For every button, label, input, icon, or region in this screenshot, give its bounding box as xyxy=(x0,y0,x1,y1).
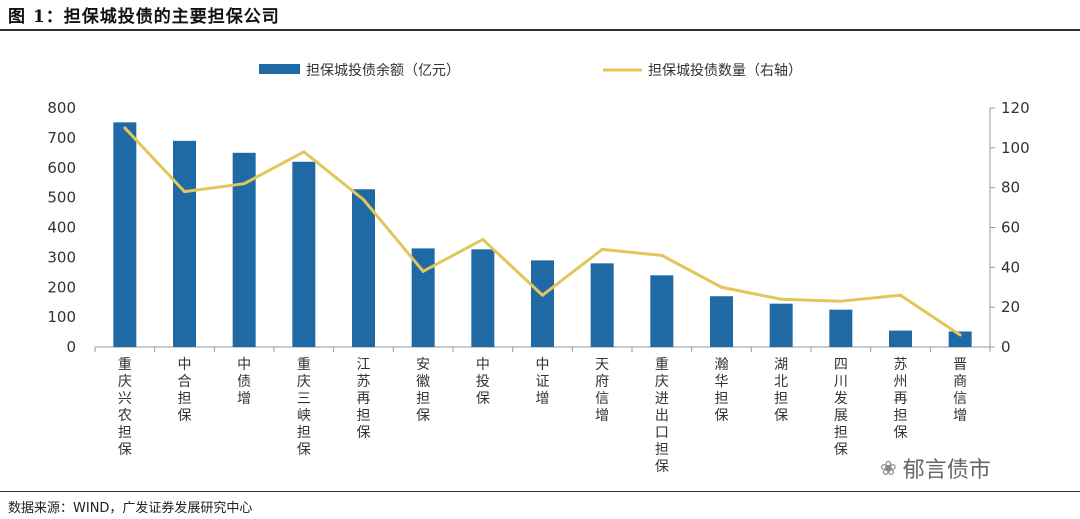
x-category-label: 湖北担保 xyxy=(774,357,788,424)
bar xyxy=(769,303,793,347)
bar xyxy=(173,140,196,347)
line-point xyxy=(302,150,306,154)
y-left-tick-label: 500 xyxy=(47,189,76,207)
watermark-text: 郁言债市 xyxy=(902,458,991,483)
line-point xyxy=(123,126,127,130)
y-left-tick-label: 300 xyxy=(47,248,76,266)
line-point xyxy=(541,293,544,297)
bar xyxy=(411,248,435,347)
x-category-label: 中债增 xyxy=(237,357,251,407)
watermark: ❀ 郁言债市 xyxy=(880,452,991,484)
y-left-tick-label: 200 xyxy=(47,278,76,296)
line-series xyxy=(123,126,962,337)
y-right-tick-label: 20 xyxy=(1001,298,1020,316)
bar xyxy=(531,260,554,347)
line-point xyxy=(183,190,186,194)
bar xyxy=(352,189,375,347)
line-point xyxy=(899,293,902,297)
line-point xyxy=(839,299,843,303)
footer-divider xyxy=(0,491,1080,492)
bar xyxy=(590,263,614,347)
bar xyxy=(471,249,495,347)
y-right-tick-label: 60 xyxy=(1001,219,1020,237)
title-divider xyxy=(0,29,1080,31)
line-point xyxy=(660,253,664,257)
x-category-label: 安徽担保 xyxy=(416,357,430,424)
x-category-label: 中证增 xyxy=(536,357,550,407)
bar xyxy=(650,275,674,347)
y-left-tick-label: 100 xyxy=(47,308,76,326)
chart-legend: 担保城投债余额（亿元） 担保城投债数量（右轴） xyxy=(259,62,802,79)
x-category-label: 重庆兴农担保 xyxy=(118,357,132,458)
y-right-tick-label: 80 xyxy=(1001,179,1020,197)
line-point xyxy=(421,269,425,273)
y-left-tick-label: 400 xyxy=(47,219,76,237)
x-category-label: 晋商信增 xyxy=(953,357,967,424)
bar xyxy=(948,331,972,347)
x-category-label: 苏州再担保 xyxy=(894,357,908,441)
bar xyxy=(889,330,912,347)
figure-title: 图 1：担保城投债的主要担保公司 xyxy=(8,7,280,27)
y-left-tick-label: 800 xyxy=(47,99,76,117)
bar xyxy=(710,296,733,347)
legend-line-label: 担保城投债数量（右轴） xyxy=(648,63,802,79)
x-category-label: 天府信增 xyxy=(595,357,609,424)
y-right-tick-label: 40 xyxy=(1001,258,1020,276)
y-right-tick-label: 120 xyxy=(1001,99,1030,117)
combo-chart: 担保城投债余额（亿元） 担保城投债数量（右轴） 01002003004005006… xyxy=(47,62,1029,475)
line-point xyxy=(958,333,962,337)
y-right-tick-label: 100 xyxy=(1001,139,1030,157)
line-point xyxy=(720,285,723,289)
x-category-label: 中合担保 xyxy=(178,357,192,424)
bar xyxy=(292,161,316,347)
line-point xyxy=(600,247,604,251)
bar xyxy=(113,122,137,347)
line-point xyxy=(481,237,485,241)
bar xyxy=(829,309,853,347)
x-category-label: 重庆进出口担保 xyxy=(655,357,669,475)
x-category-label: 中投保 xyxy=(476,357,490,407)
y-left-tick-label: 600 xyxy=(47,159,76,177)
wechat-icon: ❀ xyxy=(880,456,897,480)
line-point xyxy=(362,198,365,202)
x-category-label: 瀚华担保 xyxy=(715,357,729,424)
source-note: 数据来源：WIND，广发证券发展研究中心 xyxy=(8,501,253,516)
x-axis-labels: 重庆兴农担保 中合担保 中债增 重庆三峡担保 江苏再担保 安徽担保 中投保 中证增 天府信增 重庆… xyxy=(118,357,967,475)
legend-bar-swatch xyxy=(259,64,300,74)
line-point xyxy=(242,182,246,186)
bar xyxy=(232,152,256,347)
y-left-tick-label: 700 xyxy=(47,129,76,147)
x-category-label: 江苏再担保 xyxy=(357,357,371,441)
line-point xyxy=(779,297,783,301)
legend-bar-label: 担保城投债余额（亿元） xyxy=(306,62,460,79)
chart-axes: 0 100 200 300 400 500 600 700 800 0 20 40 60 80 100 120 xyxy=(47,99,1029,356)
bar-series xyxy=(113,122,972,347)
y-right-tick-label: 0 xyxy=(1001,338,1011,356)
y-left-tick-label: 0 xyxy=(66,338,76,356)
x-category-label: 重庆三峡担保 xyxy=(297,357,311,458)
x-category-label: 四川发展担保 xyxy=(834,357,848,458)
